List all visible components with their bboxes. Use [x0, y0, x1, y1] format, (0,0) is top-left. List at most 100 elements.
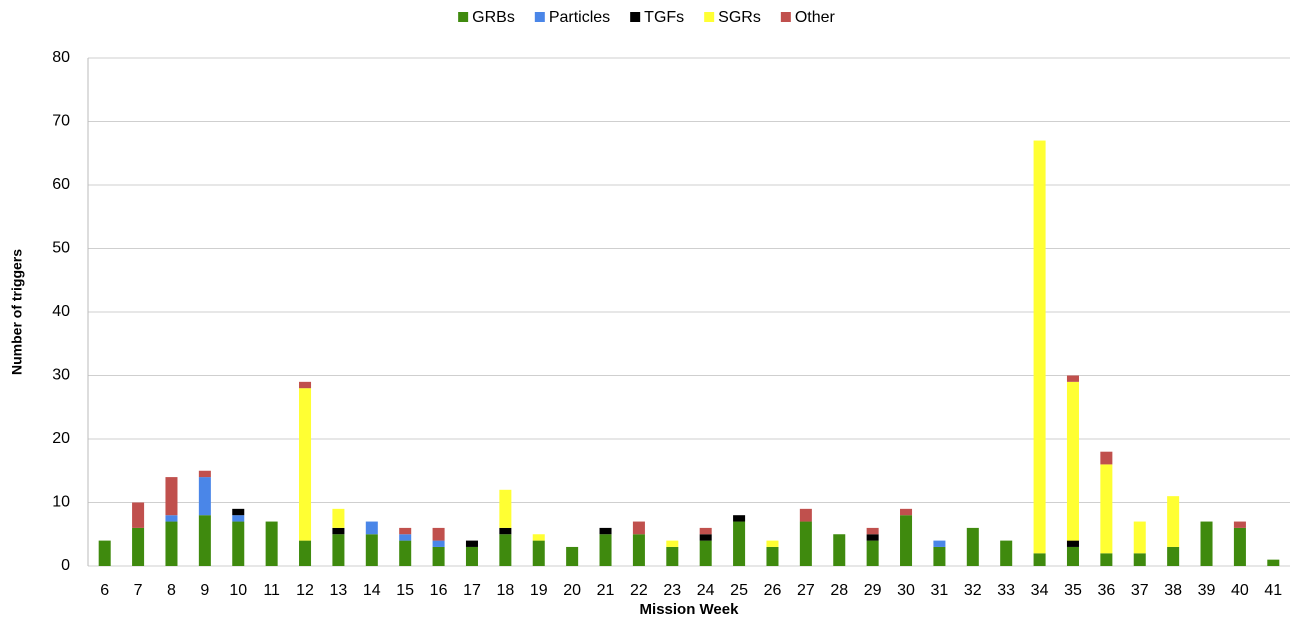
- x-tick-label: 25: [730, 582, 748, 599]
- bar-segment: [566, 546, 579, 566]
- bar-segment: [866, 527, 879, 535]
- x-tick-label: 23: [663, 582, 681, 599]
- bar-segment: [165, 515, 178, 522]
- bar-segment: [1233, 521, 1246, 528]
- bar-segment: [299, 540, 312, 566]
- bar-segment: [465, 546, 478, 566]
- bar-segment: [299, 388, 312, 541]
- x-tick-label: 17: [463, 582, 481, 599]
- bar-segment: [599, 527, 612, 535]
- bar-segment: [365, 521, 378, 535]
- bar-segment: [733, 515, 746, 522]
- x-tick-label: 7: [134, 582, 143, 599]
- x-tick-label: 30: [897, 582, 915, 599]
- legend-swatch: [780, 12, 791, 22]
- y-tick-label: 0: [61, 557, 70, 574]
- bar-segment: [532, 540, 545, 566]
- legend-swatch: [704, 12, 715, 22]
- bar-segment: [198, 477, 211, 516]
- bar-segment: [1267, 559, 1280, 566]
- y-tick-label: 60: [52, 176, 70, 193]
- bar-segment: [1133, 521, 1146, 554]
- bar-segment: [365, 534, 378, 566]
- x-tick-label: 39: [1198, 582, 1216, 599]
- bar-segment: [900, 515, 913, 566]
- bar-segment: [866, 540, 879, 566]
- bar-segment: [432, 546, 445, 566]
- bar-segment: [900, 508, 913, 516]
- bar-segment: [1167, 496, 1180, 547]
- bar-segment: [699, 540, 712, 566]
- bar-segment: [198, 470, 211, 478]
- x-tick-label: 8: [167, 582, 176, 599]
- bar-segment: [766, 540, 779, 547]
- bar-segment: [165, 477, 178, 516]
- x-tick-label: 19: [530, 582, 548, 599]
- legend-swatch: [534, 12, 545, 22]
- x-tick-label: 36: [1097, 582, 1115, 599]
- bar-segment: [332, 508, 345, 528]
- bar-segment: [632, 521, 645, 535]
- bar-segment: [232, 508, 245, 516]
- y-tick-label: 70: [52, 113, 70, 130]
- bar-segment: [399, 534, 412, 541]
- bar-segment: [966, 527, 979, 566]
- x-tick-label: 41: [1264, 582, 1282, 599]
- x-tick-label: 12: [296, 582, 314, 599]
- x-tick-label: 40: [1231, 582, 1249, 599]
- bar-segment: [332, 527, 345, 535]
- bar-segment: [532, 534, 545, 541]
- x-tick-label: 33: [997, 582, 1015, 599]
- bar-segment: [1033, 553, 1046, 566]
- bar-segment: [98, 540, 111, 566]
- x-tick-label: 37: [1131, 582, 1149, 599]
- y-axis-title: Number of triggers: [9, 249, 25, 375]
- x-tick-label: 10: [229, 582, 247, 599]
- bar-segment: [766, 546, 779, 566]
- bar-segment: [232, 515, 245, 522]
- bar-segment: [265, 521, 278, 566]
- y-tick-label: 10: [52, 494, 70, 511]
- x-axis-title: Mission Week: [640, 601, 740, 618]
- x-tick-label: 34: [1031, 582, 1049, 599]
- x-tick-label: 9: [200, 582, 209, 599]
- x-tick-label: 15: [396, 582, 414, 599]
- bar-segment: [432, 527, 445, 541]
- bar-segment: [1066, 540, 1079, 547]
- y-tick-label: 50: [52, 240, 70, 257]
- x-tick-label: 24: [697, 582, 715, 599]
- bar-segment: [632, 534, 645, 566]
- x-tick-label: 29: [864, 582, 882, 599]
- bar-segment: [399, 540, 412, 566]
- bar-segment: [432, 540, 445, 547]
- x-tick-label: 27: [797, 582, 815, 599]
- bar-segment: [465, 540, 478, 547]
- legend-label: GRBs: [472, 9, 515, 26]
- bar-segment: [799, 521, 812, 566]
- legend-label: SGRs: [718, 9, 761, 26]
- bar-segment: [1233, 527, 1246, 566]
- bar-segment: [666, 546, 679, 566]
- bar-segment: [699, 534, 712, 541]
- bar-segment: [799, 508, 812, 522]
- x-tick-label: 38: [1164, 582, 1182, 599]
- legend-swatch: [630, 12, 641, 22]
- bar-segment: [1200, 521, 1213, 566]
- x-tick-label: 20: [563, 582, 581, 599]
- bar-segment: [666, 540, 679, 547]
- x-tick-label: 22: [630, 582, 648, 599]
- bar-segment: [1133, 553, 1146, 566]
- bar-segment: [165, 521, 178, 566]
- bar-segment: [232, 521, 245, 566]
- x-tick-label: 6: [100, 582, 109, 599]
- x-tick-label: 11: [263, 582, 280, 599]
- bar-segment: [198, 515, 211, 566]
- bar-segment: [499, 489, 512, 528]
- bar-segment: [933, 546, 946, 566]
- y-tick-label: 40: [52, 303, 70, 320]
- legend-label: Particles: [549, 9, 610, 26]
- bar-segment: [933, 540, 946, 547]
- bar-segment: [132, 502, 145, 528]
- y-tick-label: 80: [52, 49, 70, 66]
